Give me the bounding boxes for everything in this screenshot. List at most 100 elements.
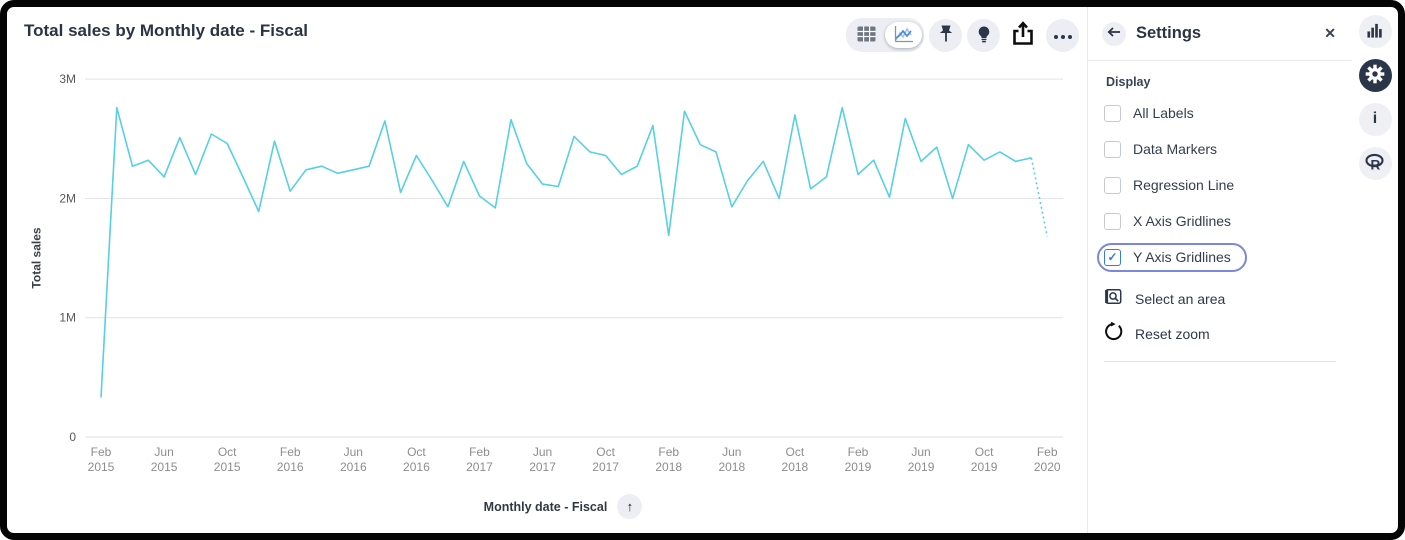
x-tick-year: 2015 xyxy=(151,460,178,474)
panel-divider xyxy=(1087,7,1088,533)
checkbox-box[interactable] xyxy=(1104,176,1121,194)
more-ellipsis-icon xyxy=(1053,28,1073,43)
checkbox-label: X Axis Gridlines xyxy=(1133,213,1232,229)
r-logo-icon: R xyxy=(1364,152,1386,175)
arrow-up-icon: ↑ xyxy=(626,499,634,514)
insights-button[interactable] xyxy=(967,18,1000,52)
chart-panel: Total sales by Monthly date - Fiscal xyxy=(7,7,1087,533)
settings-title: Settings xyxy=(1136,24,1202,42)
y-tick-label: 1M xyxy=(59,311,76,325)
x-tick-month: Jun xyxy=(154,445,173,459)
checkbox-all-labels[interactable]: All Labels xyxy=(1097,99,1210,128)
sales-line-chart[interactable]: 01M2M3MFeb2015Jun2015Oct2015Feb2016Jun20… xyxy=(7,7,1087,533)
x-tick-year: 2018 xyxy=(655,460,682,474)
x-axis-caption: Monthly date - Fiscal ↑ xyxy=(23,494,1103,519)
x-tick-year: 2018 xyxy=(718,460,745,474)
x-tick-month: Oct xyxy=(407,445,426,459)
settings-header: Settings ✕ xyxy=(1088,7,1352,61)
x-tick-month: Feb xyxy=(280,445,301,459)
x-tick-month: Oct xyxy=(596,445,615,459)
sales-line-dotted-segment[interactable] xyxy=(1030,157,1048,237)
gear-icon xyxy=(1365,64,1385,87)
y-tick-label: 0 xyxy=(69,430,76,444)
close-icon: ✕ xyxy=(1324,25,1336,41)
checkbox-row-y-axis-gridlines: ✓ Y Axis Gridlines xyxy=(1088,239,1352,275)
x-tick-month: Feb xyxy=(469,445,490,459)
display-options-list: All Labels Data Markers Regression Line … xyxy=(1088,95,1352,275)
info-rail-button[interactable]: i xyxy=(1358,103,1392,136)
x-tick-month: Oct xyxy=(975,445,994,459)
x-tick-year: 2019 xyxy=(908,460,935,474)
x-tick-year: 2020 xyxy=(1034,460,1061,474)
checkbox-label: Regression Line xyxy=(1133,177,1235,193)
close-button[interactable]: ✕ xyxy=(1322,23,1338,44)
x-tick-month: Feb xyxy=(658,445,679,459)
checkbox-data-markers[interactable]: Data Markers xyxy=(1097,135,1233,164)
reset-zoom-icon xyxy=(1104,321,1123,346)
page-title: Total sales by Monthly date - Fiscal xyxy=(24,21,309,40)
pin-button[interactable] xyxy=(929,18,962,52)
chart-view-icon xyxy=(894,25,914,46)
checkbox-y-axis-gridlines[interactable]: ✓ Y Axis Gridlines xyxy=(1097,242,1247,272)
sales-line[interactable] xyxy=(100,106,1032,398)
icon-rail: i R xyxy=(1352,7,1398,533)
x-tick-month: Oct xyxy=(218,445,237,459)
table-view-icon xyxy=(857,26,876,45)
y-axis-title: Total sales xyxy=(30,227,45,289)
back-button[interactable] xyxy=(1102,21,1126,46)
x-tick-month: Feb xyxy=(848,445,869,459)
arrow-left-icon xyxy=(1107,26,1121,41)
svg-text:R: R xyxy=(1371,158,1381,173)
more-button[interactable] xyxy=(1046,18,1079,52)
chart-view-button[interactable] xyxy=(885,22,922,48)
x-tick-year: 2016 xyxy=(340,460,367,474)
x-tick-year: 2016 xyxy=(403,460,430,474)
x-tick-year: 2017 xyxy=(592,460,619,474)
checkbox-box[interactable]: ✓ xyxy=(1104,248,1121,266)
x-tick-year: 2017 xyxy=(466,460,493,474)
r-logo-rail-button[interactable]: R xyxy=(1358,147,1392,180)
checkbox-label: All Labels xyxy=(1133,105,1194,121)
zoom-actions: Select an area Reset zoom xyxy=(1088,281,1352,351)
x-tick-year: 2016 xyxy=(277,460,304,474)
checkbox-regression-line[interactable]: Regression Line xyxy=(1097,171,1250,200)
checkbox-row-data-markers: Data Markers xyxy=(1088,131,1352,167)
x-tick-month: Jun xyxy=(722,445,741,459)
checkbox-label: Y Axis Gridlines xyxy=(1133,249,1231,265)
export-button[interactable] xyxy=(1005,17,1041,53)
x-tick-year: 2015 xyxy=(88,460,115,474)
checkbox-box[interactable] xyxy=(1104,212,1121,230)
checkbox-row-x-axis-gridlines: X Axis Gridlines xyxy=(1088,203,1352,239)
x-tick-month: Feb xyxy=(1037,445,1058,459)
sort-ascending-button[interactable]: ↑ xyxy=(617,494,643,519)
display-section-label: Display xyxy=(1106,75,1151,89)
pin-icon xyxy=(936,24,956,47)
export-icon xyxy=(1010,20,1036,50)
reset-zoom-label: Reset zoom xyxy=(1135,325,1210,342)
select-area-label: Select an area xyxy=(1135,290,1226,307)
checkbox-box[interactable] xyxy=(1104,104,1121,122)
x-tick-month: Jun xyxy=(911,445,930,459)
checkbox-x-axis-gridlines[interactable]: X Axis Gridlines xyxy=(1097,207,1247,236)
checkbox-box[interactable] xyxy=(1104,140,1121,158)
reset-zoom-button[interactable]: Reset zoom xyxy=(1088,316,1352,351)
settings-divider xyxy=(1104,361,1336,362)
chart-toolbar xyxy=(846,16,1079,54)
x-tick-month: Jun xyxy=(533,445,552,459)
view-toggle xyxy=(846,18,924,52)
x-tick-year: 2017 xyxy=(529,460,556,474)
settings-panel: Settings ✕ Display All Labels Data Marke… xyxy=(1088,7,1352,533)
y-tick-label: 2M xyxy=(59,191,76,205)
select-area-button[interactable]: Select an area xyxy=(1088,281,1352,316)
x-tick-year: 2019 xyxy=(971,460,998,474)
chart-rail-button[interactable] xyxy=(1358,15,1392,48)
x-tick-month: Feb xyxy=(91,445,112,459)
settings-rail-button[interactable] xyxy=(1358,59,1392,92)
table-view-button[interactable] xyxy=(848,22,885,48)
info-icon: i xyxy=(1366,108,1384,131)
x-tick-month: Oct xyxy=(786,445,805,459)
bar-chart-icon xyxy=(1366,22,1384,42)
x-tick-year: 2019 xyxy=(845,460,872,474)
x-axis-title: Monthly date - Fiscal xyxy=(483,499,608,514)
select-area-icon xyxy=(1104,287,1123,311)
